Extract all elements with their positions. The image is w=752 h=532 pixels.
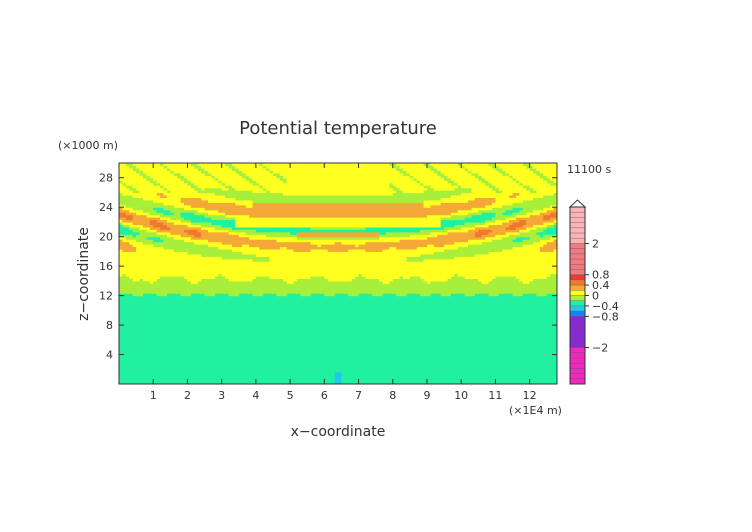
colorbar-band	[570, 311, 585, 317]
x-tick-label: 2	[184, 389, 191, 402]
x-tick-label: 6	[321, 389, 328, 402]
colorbar-label: 0	[592, 290, 599, 303]
colorbar-extend-arrow	[568, 199, 587, 208]
x-tick-label: 10	[454, 389, 468, 402]
heatmap-plot-area	[118, 162, 558, 385]
colorbar-band	[570, 279, 585, 286]
colorbar-band	[570, 300, 585, 306]
x-tick-label: 3	[218, 389, 225, 402]
colorbar-band	[570, 285, 585, 291]
x-tick-label: 5	[287, 389, 294, 402]
x-tick-label: 12	[523, 389, 537, 402]
colorbar-label: −2	[592, 342, 608, 355]
x-tick-label: 11	[488, 389, 502, 402]
x-axis: 1 2 3 4 5 6 7 8 9 10 11 12	[150, 163, 537, 402]
y-unit-label: (×1000 m)	[58, 139, 118, 152]
colorbar-band	[570, 295, 585, 301]
x-tick-label: 1	[150, 389, 157, 402]
colorbar-band	[570, 305, 585, 312]
colorbar-label: 0.8	[592, 269, 610, 282]
x-unit-label: (×1E4 m)	[509, 404, 562, 417]
y-tick-label: 24	[99, 201, 113, 214]
colorbar-band	[570, 207, 585, 244]
y-axis-label: z−coordinate	[76, 227, 92, 321]
colorbar-label: −0.8	[592, 310, 619, 323]
y-tick-label: 20	[99, 231, 113, 244]
colorbar: 2 0.80.40−0.4−0.8 −2	[568, 199, 619, 385]
y-tick-label: 28	[99, 172, 113, 185]
x-tick-label: 9	[423, 389, 430, 402]
colorbar-label: −0.4	[592, 300, 619, 313]
y-axis: 4 8 12 16 20 24 28	[99, 172, 557, 362]
y-tick-label: 16	[99, 260, 113, 273]
x-tick-label: 8	[389, 389, 396, 402]
y-tick-label: 8	[106, 319, 113, 332]
chart-title: Potential temperature	[239, 118, 437, 139]
x-tick-label: 7	[355, 389, 362, 402]
colorbar-band	[570, 347, 585, 384]
y-tick-label: 4	[106, 349, 113, 362]
colorbar-band	[570, 274, 585, 280]
time-label: 11100 s	[567, 163, 611, 176]
plot-frame	[118, 162, 558, 385]
colorbar-band	[570, 290, 585, 296]
colorbar-label: 0.4	[592, 279, 610, 292]
x-tick-label: 4	[252, 389, 259, 402]
x-axis-label: x−coordinate	[291, 424, 386, 440]
colorbar-label: 2	[592, 237, 599, 250]
y-tick-label: 12	[99, 290, 113, 303]
